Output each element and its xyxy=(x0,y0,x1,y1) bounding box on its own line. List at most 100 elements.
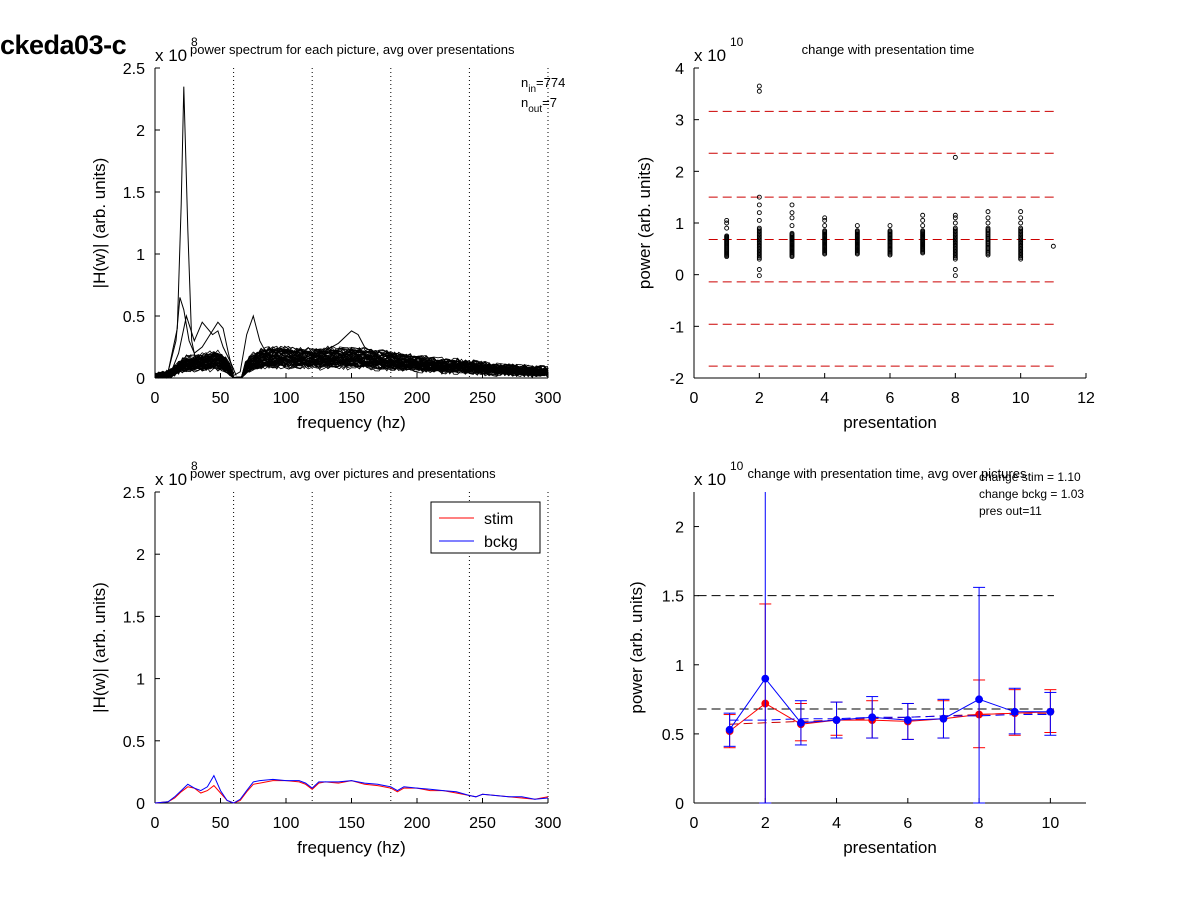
scatter-point xyxy=(1018,215,1024,221)
axis-exponent: x 10 xyxy=(155,470,187,489)
x-axis-label: frequency (hz) xyxy=(297,413,406,432)
series-stim xyxy=(723,603,1057,804)
scatter-point xyxy=(789,210,795,216)
x-axis-label: frequency (hz) xyxy=(297,838,406,857)
scatter-point xyxy=(985,220,991,226)
x-tick-label: 6 xyxy=(903,815,912,832)
spectrum-traces xyxy=(154,86,549,379)
x-tick-label: 2 xyxy=(761,815,770,832)
scatter-point xyxy=(756,225,762,231)
scatter-point xyxy=(952,225,958,231)
scatter-point xyxy=(1018,225,1024,231)
axes-p4: 0 2 4 6 8 10 0 0.5 1 1.5 2 presentation power (arb. … xyxy=(627,459,1086,857)
x-tick-label: 200 xyxy=(404,390,431,407)
scatter-point xyxy=(952,228,958,234)
x-tick-label: 50 xyxy=(212,815,230,832)
y-tick-label: 1 xyxy=(675,658,684,675)
y-axis-label: |H(w)| (arb. units) xyxy=(90,582,109,713)
y-tick-label: 3 xyxy=(675,113,684,130)
scatter-point xyxy=(952,227,958,233)
spectrum-outlier-trace xyxy=(154,86,235,378)
scatter-point xyxy=(822,215,828,221)
y-tick-label: 1.5 xyxy=(662,589,684,606)
scatter-point xyxy=(952,273,958,279)
scatter-point xyxy=(756,83,762,89)
scatter-point xyxy=(789,223,795,229)
scatter-point xyxy=(887,228,893,234)
x-tick-label: 0 xyxy=(690,390,699,407)
x-tick-label: 200 xyxy=(404,815,431,832)
axes-p1: 0 50 100 150 200 250 300 0 0.5 1 1.5 2 2.5 frequency … xyxy=(90,35,565,432)
y-tick-label: 2 xyxy=(136,547,145,564)
scatter-point xyxy=(724,217,730,223)
x-tick-label: 250 xyxy=(469,390,496,407)
series-line-stim xyxy=(729,702,1051,732)
data-point-bckg xyxy=(868,713,877,722)
y-tick-label: 0.5 xyxy=(123,734,145,751)
scatter-point xyxy=(756,217,762,223)
x-tick-label: 50 xyxy=(212,390,230,407)
x-tick-label: 0 xyxy=(151,815,160,832)
axes-p3: 0 50 100 150 200 250 300 0 0.5 1 1.5 2 2.5 frequency … xyxy=(90,459,561,857)
count-annotation: nin=774 xyxy=(521,75,565,95)
x-tick-label: 0 xyxy=(690,815,699,832)
axis-exponent-power: 10 xyxy=(730,35,744,49)
y-tick-label: 0.5 xyxy=(123,309,145,326)
scatter-point xyxy=(789,215,795,221)
legend-box xyxy=(430,501,541,554)
y-tick-label: 2.5 xyxy=(123,485,145,502)
y-tick-label: 0 xyxy=(136,796,145,813)
x-tick-label: 4 xyxy=(832,815,841,832)
scatter-point xyxy=(822,217,828,223)
axis-exponent-power: 8 xyxy=(191,35,198,49)
scatter-point xyxy=(1018,209,1024,215)
legend: stim bckg xyxy=(430,501,541,554)
y-tick-label: -1 xyxy=(670,319,684,336)
data-point-bckg xyxy=(1010,707,1019,716)
x-tick-label: 4 xyxy=(820,390,829,407)
scatter-point xyxy=(789,230,795,236)
scatter-point xyxy=(854,228,860,234)
scatter-point xyxy=(822,223,828,229)
data-point-bckg xyxy=(903,716,912,724)
scatter-point xyxy=(756,227,762,233)
fit-line-bckg xyxy=(729,714,1051,721)
y-axis-label: power (arb. units) xyxy=(635,157,654,289)
scatter-point xyxy=(952,212,958,218)
spectrum-outlier-trace xyxy=(154,314,237,378)
y-tick-label: 0.5 xyxy=(662,727,684,744)
x-axis-label: presentation xyxy=(843,413,937,432)
scatter-point xyxy=(756,210,762,216)
scatter-point xyxy=(724,225,730,231)
y-tick-label: 2.5 xyxy=(123,61,145,78)
scatter-point xyxy=(1050,243,1056,249)
scatter-point xyxy=(756,273,762,279)
x-tick-label: 300 xyxy=(535,815,562,832)
y-tick-label: 1.5 xyxy=(123,609,145,626)
scatter-point xyxy=(920,217,926,223)
y-tick-label: 1 xyxy=(136,247,145,264)
x-tick-label: 100 xyxy=(273,390,300,407)
scatter-point xyxy=(724,233,730,239)
y-tick-label: 0 xyxy=(136,371,145,388)
y-tick-label: 1.5 xyxy=(123,185,145,202)
plot-title: power spectrum, avg over pictures and pr… xyxy=(190,466,496,481)
y-tick-label: 1 xyxy=(675,216,684,233)
x-tick-label: 100 xyxy=(273,815,300,832)
scatter-point xyxy=(952,220,958,226)
x-tick-label: 8 xyxy=(975,815,984,832)
axis-exponent-power: 10 xyxy=(730,459,744,473)
plot-title: change with presentation time xyxy=(802,42,975,57)
x-tick-label: 300 xyxy=(535,390,562,407)
scatter-point xyxy=(789,202,795,208)
spectrum-outlier-trace xyxy=(311,330,378,360)
y-tick-label: 4 xyxy=(675,61,684,78)
y-axis-label: power (arb. units) xyxy=(627,581,646,713)
scatter-point xyxy=(822,228,828,234)
count-annotation: nout=7 xyxy=(521,95,557,115)
scatter-point xyxy=(952,154,958,160)
change-annotation: change bckg = 1.03 xyxy=(979,487,1084,501)
scatter-point xyxy=(952,215,958,221)
data-point-bckg xyxy=(975,695,983,704)
